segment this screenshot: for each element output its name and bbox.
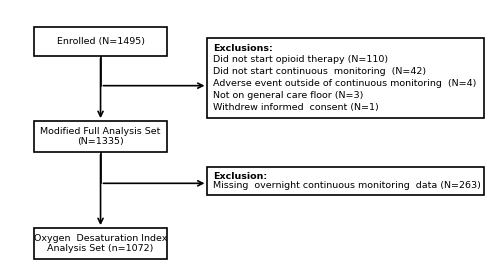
FancyBboxPatch shape <box>207 167 484 195</box>
Text: Oxygen  Desaturation Index
Analysis Set (n=1072): Oxygen Desaturation Index Analysis Set (… <box>34 234 167 253</box>
Text: Did not start opioid therapy (N=110): Did not start opioid therapy (N=110) <box>213 55 388 64</box>
FancyBboxPatch shape <box>34 28 166 56</box>
Text: Adverse event outside of continuous monitoring  (N=4): Adverse event outside of continuous moni… <box>213 79 476 88</box>
Text: Modified Full Analysis Set
(N=1335): Modified Full Analysis Set (N=1335) <box>40 127 160 146</box>
Text: Exclusions:: Exclusions: <box>213 44 273 53</box>
Text: Withdrew informed  consent (N=1): Withdrew informed consent (N=1) <box>213 103 379 112</box>
FancyBboxPatch shape <box>34 228 166 259</box>
FancyBboxPatch shape <box>34 121 166 152</box>
FancyBboxPatch shape <box>207 37 484 118</box>
Text: Enrolled (N=1495): Enrolled (N=1495) <box>56 37 144 46</box>
Text: Not on general care floor (N=3): Not on general care floor (N=3) <box>213 91 364 100</box>
Text: Exclusion:: Exclusion: <box>213 171 267 180</box>
Text: Missing  overnight continuous monitoring  data (N=263): Missing overnight continuous monitoring … <box>213 181 481 190</box>
Text: Did not start continuous  monitoring  (N=42): Did not start continuous monitoring (N=4… <box>213 67 426 76</box>
